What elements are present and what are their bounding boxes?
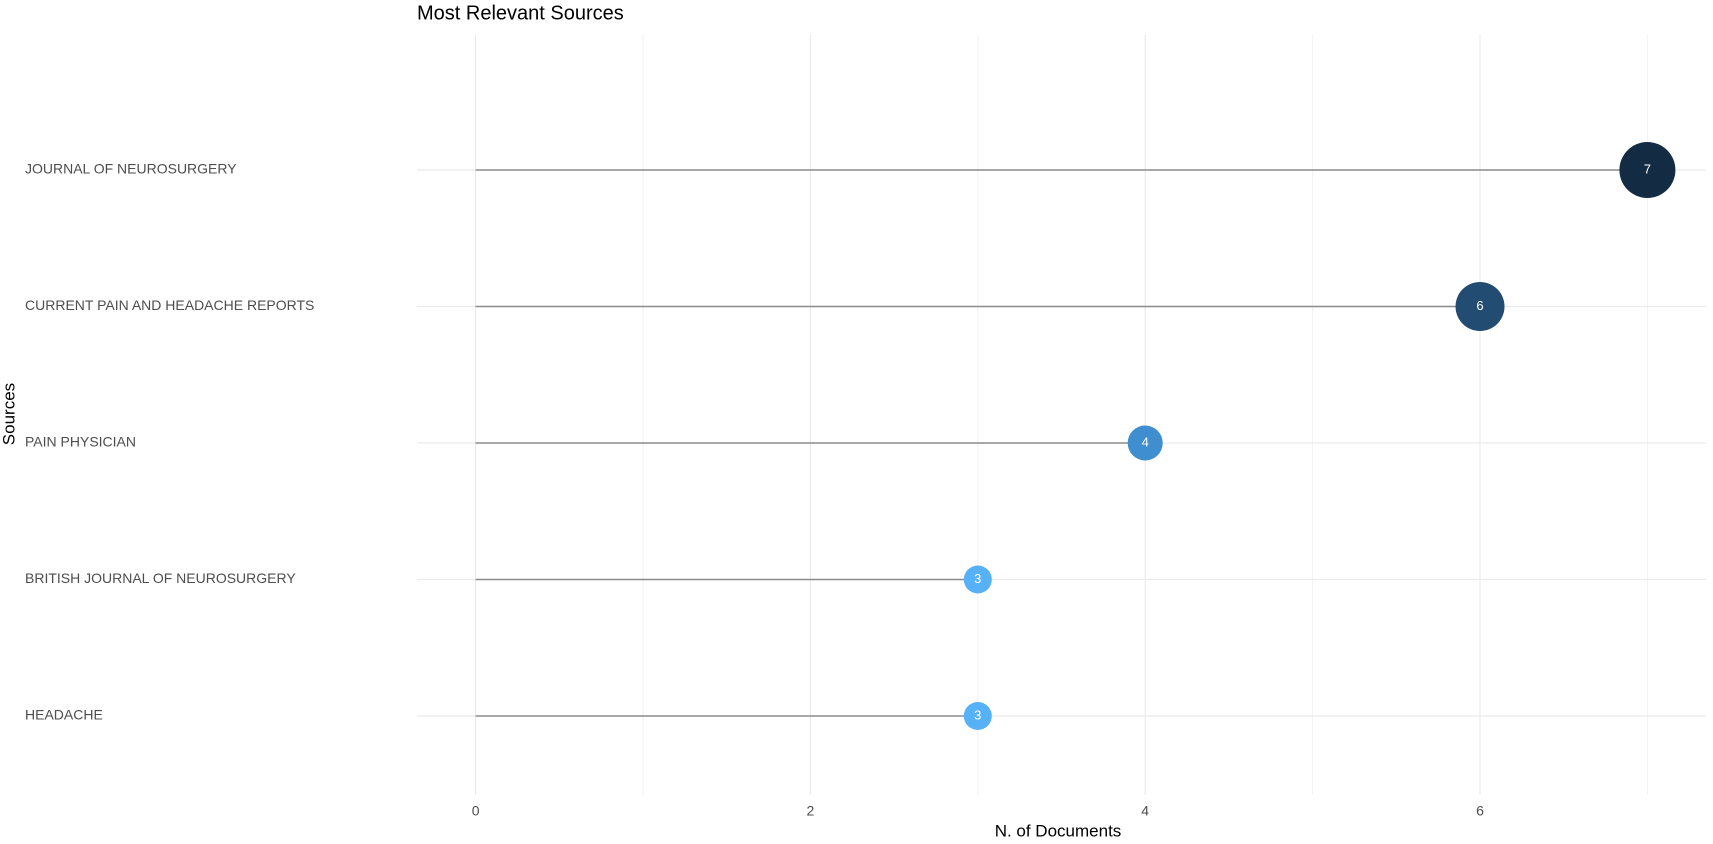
y-tick-label: JOURNAL OF NEUROSURGERY: [25, 161, 237, 177]
y-tick-label: BRITISH JOURNAL OF NEUROSURGERY: [25, 570, 296, 586]
y-tick-label: CURRENT PAIN AND HEADACHE REPORTS: [25, 297, 314, 313]
value-label: 4: [1142, 434, 1149, 449]
dot: [1127, 425, 1163, 461]
x-tick-label: 2: [806, 803, 814, 819]
value-label: 7: [1644, 161, 1651, 176]
value-label: 3: [974, 571, 981, 586]
y-tick-label: HEADACHE: [25, 707, 103, 723]
y-tick-label: PAIN PHYSICIAN: [25, 434, 136, 450]
value-label: 6: [1476, 298, 1483, 313]
dot: [1619, 142, 1676, 198]
x-tick-label: 6: [1476, 803, 1484, 819]
x-axis-label: N. of Documents: [995, 821, 1122, 840]
value-label: 3: [974, 707, 981, 722]
dot: [963, 702, 992, 730]
dot: [963, 565, 992, 594]
y-axis-label: Sources: [0, 383, 18, 445]
x-tick-label: 0: [472, 803, 480, 819]
dot: [1455, 282, 1505, 331]
x-tick-label: 4: [1141, 803, 1149, 819]
chart-title: Most Relevant Sources: [417, 2, 624, 24]
